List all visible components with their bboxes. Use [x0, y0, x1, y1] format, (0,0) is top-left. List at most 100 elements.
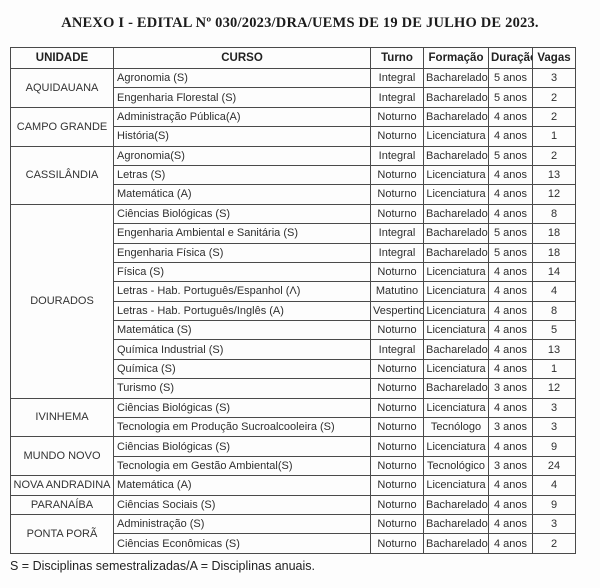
- unidade-cell: NOVA ANDRADINA: [10, 475, 114, 496]
- turno-cell: Noturno: [370, 397, 424, 419]
- formacao-cell: Licenciatura: [423, 281, 489, 302]
- vagas-cell: 18: [532, 242, 576, 263]
- turno-cell: Noturno: [370, 203, 424, 225]
- curso-cell: Tecnologia em Produção Sucroalcooleira (…: [113, 417, 371, 438]
- curso-cell: Ciências Biológicas (S): [113, 436, 371, 457]
- vagas-cell: 3: [532, 67, 576, 89]
- unidade-cell: CASSILÂNDIA: [10, 145, 114, 205]
- table-row: Ciências Econômicas (S) Noturno Bacharelad…: [11, 533, 576, 554]
- duracao-cell: 4 anos: [488, 533, 533, 554]
- curso-cell: Tecnologia em Gestão Ambiental(S): [113, 455, 371, 477]
- formacao-cell: Licenciatura: [423, 436, 489, 457]
- turno-cell: Matutino: [370, 281, 424, 302]
- table-body: AQUIDAUANA Agronomia (S) Integral Bacharela…: [10, 67, 576, 554]
- turno-cell: Noturno: [370, 164, 424, 186]
- duracao-cell: 4 anos: [488, 513, 533, 535]
- vagas-cell: 8: [532, 203, 576, 225]
- curso-cell: Matemática (A): [113, 184, 371, 205]
- courses-table: UNIDADE CURSO Turno Formação Duração Vag…: [10, 47, 576, 554]
- header-vagas: Vagas: [532, 47, 576, 69]
- unidade-cell: CAMPO GRANDE: [10, 106, 114, 147]
- turno-cell: Noturno: [370, 513, 424, 535]
- duracao-cell: 3 anos: [488, 378, 533, 399]
- vagas-cell: 13: [532, 339, 576, 360]
- table-row: CASSILÂNDIA Agronomia(S) Integral Bacharela…: [10, 145, 576, 205]
- formacao-cell: Bacharelado: [423, 378, 489, 399]
- vagas-cell: 1: [532, 358, 576, 380]
- curso-cell: Administração Pública(A): [113, 106, 371, 128]
- vagas-cell: 24: [532, 455, 576, 477]
- curso-cell: Engenharia Física (S): [113, 242, 371, 263]
- turno-cell: Integral: [370, 67, 424, 89]
- curso-cell: Agronomia(S): [113, 145, 371, 166]
- formacao-cell: Licenciatura: [423, 164, 489, 186]
- formacao-cell: Tecnólogo: [423, 417, 489, 438]
- curso-cell: História(S): [113, 126, 371, 147]
- vagas-cell: 18: [532, 223, 576, 244]
- table-row: História(S) Noturno Licenciatura 4 anos 1: [11, 126, 576, 147]
- formacao-cell: Bacharelado: [423, 339, 489, 360]
- turno-cell: Noturno: [370, 417, 424, 438]
- duracao-cell: 4 anos: [488, 281, 533, 302]
- table-row: IVINHEMA Ciências Biológicas (S) Noturno Li…: [10, 397, 576, 438]
- duracao-cell: 5 anos: [488, 242, 533, 263]
- curso-cell: Letras - Hab. Português/Inglês (A): [113, 300, 371, 322]
- duracao-cell: 4 anos: [488, 494, 533, 515]
- table-row: Tecnologia em Produção Sucroalcooleira (…: [11, 417, 576, 438]
- turno-cell: Noturno: [370, 378, 424, 399]
- curso-cell: Engenharia Florestal (S): [113, 87, 371, 108]
- header-formacao: Formação: [423, 47, 489, 69]
- table-row: Engenharia Ambiental e Sanitária (S) Inte…: [11, 223, 576, 244]
- table-row: Química Industrial (S) Integral Bacharelad…: [11, 339, 576, 360]
- turno-cell: Noturno: [370, 184, 424, 205]
- formacao-cell: Licenciatura: [423, 397, 489, 419]
- turno-cell: Integral: [370, 223, 424, 244]
- curso-cell: Letras (S): [113, 164, 371, 186]
- curso-cell: Matemática (S): [113, 320, 371, 341]
- vagas-cell: 3: [532, 417, 576, 438]
- formacao-cell: Licenciatura: [423, 261, 489, 283]
- table-row: Letras (S) Noturno Licenciatura 4 anos 13: [11, 164, 576, 186]
- header-curso: CURSO: [113, 47, 371, 69]
- turno-cell: Vespertino: [370, 300, 424, 322]
- unidade-cell: AQUIDAUANA: [10, 68, 114, 108]
- table-row: Química (S) Noturno Licenciatura 4 anos 1: [11, 358, 576, 380]
- curso-cell: Química Industrial (S): [113, 339, 371, 360]
- header-unidade: UNIDADE: [10, 47, 114, 69]
- turno-cell: Integral: [370, 339, 424, 360]
- duracao-cell: 5 anos: [488, 223, 533, 244]
- duracao-cell: 4 anos: [488, 475, 533, 496]
- vagas-cell: 4: [532, 475, 576, 496]
- duracao-cell: 4 anos: [488, 261, 533, 283]
- vagas-cell: 12: [532, 184, 576, 205]
- duracao-cell: 5 anos: [488, 87, 533, 108]
- curso-cell: Ciências Econômicas (S): [113, 533, 371, 554]
- table-row: AQUIDAUANA Agronomia (S) Integral Bacharela…: [10, 67, 576, 108]
- curso-cell: Matemática (A): [113, 475, 371, 496]
- unidade-cell: PONTA PORÃ: [10, 513, 114, 554]
- formacao-cell: Tecnológico: [423, 455, 489, 477]
- table-row: PONTA PORÃ Administração (S) Noturno Bachar…: [10, 513, 576, 554]
- turno-cell: Integral: [370, 242, 424, 263]
- curso-cell: Engenharia Ambiental e Sanitária (S): [113, 223, 371, 244]
- vagas-cell: 3: [532, 397, 576, 419]
- duracao-cell: 4 anos: [488, 300, 533, 322]
- duracao-cell: 4 anos: [488, 436, 533, 457]
- vagas-cell: 9: [532, 436, 576, 457]
- header-duracao: Duração: [488, 47, 533, 69]
- formacao-cell: Licenciatura: [423, 126, 489, 147]
- formacao-cell: Bacharelado: [423, 223, 489, 244]
- formacao-cell: Bacharelado: [423, 242, 489, 263]
- vagas-cell: 14: [532, 261, 576, 283]
- formacao-cell: Bacharelado: [423, 87, 489, 108]
- table-row: Tecnologia em Gestão Ambiental(S) Noturno…: [11, 455, 576, 477]
- duracao-cell: 4 anos: [488, 203, 533, 225]
- table-row: Turismo (S) Noturno Bacharelado 3 anos 12: [11, 378, 576, 399]
- turno-cell: Noturno: [370, 455, 424, 477]
- table-row: Física (S) Noturno Licenciatura 4 anos 14: [11, 261, 576, 283]
- turno-cell: Noturno: [370, 533, 424, 554]
- formacao-cell: Licenciatura: [423, 184, 489, 205]
- turno-cell: Noturno: [370, 475, 424, 496]
- curso-cell: Física (S): [113, 261, 371, 283]
- table-row: CAMPO GRANDE Administração Pública(A) Notu…: [10, 106, 576, 147]
